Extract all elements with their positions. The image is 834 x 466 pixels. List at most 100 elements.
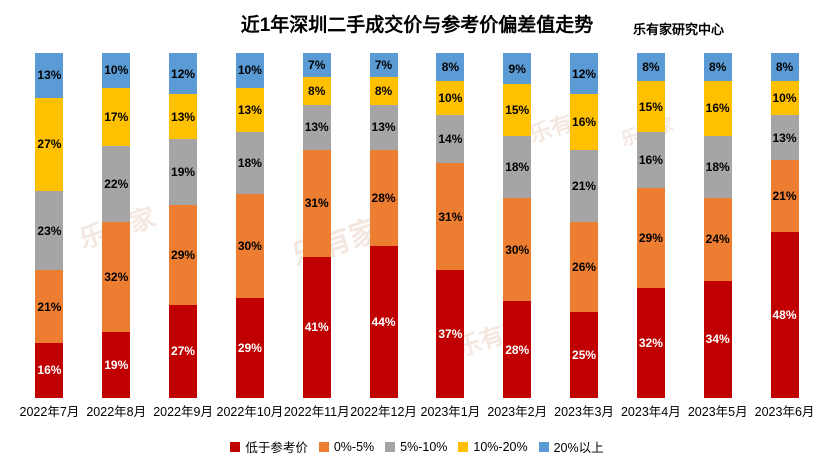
x-label-cell: 2023年2月 bbox=[484, 401, 551, 420]
chart-title: 近1年深圳二手成交价与参考价偏差值走势 bbox=[240, 15, 594, 36]
bar-segment: 21% bbox=[35, 270, 64, 343]
stacked-bar: 37% 31% 14% 10% 8% bbox=[436, 53, 465, 398]
bar-segment: 8% bbox=[636, 53, 665, 81]
bar-segment-label: 9% bbox=[508, 61, 526, 76]
legend-label: 5%-10% bbox=[400, 439, 448, 454]
bar-segment: 17% bbox=[102, 87, 131, 147]
bar-segment-label: 21% bbox=[772, 189, 797, 204]
bar-column: 27% 29% 19% 13% 12% bbox=[150, 53, 217, 398]
bar-segment: 13% bbox=[235, 87, 264, 133]
x-axis-label: 2023年4月 bbox=[620, 405, 681, 419]
bar-segment-label: 16% bbox=[638, 152, 663, 167]
bar-segment-label: 13% bbox=[37, 68, 62, 83]
bar-segment: 29% bbox=[169, 204, 198, 305]
bar-segment-label: 27% bbox=[171, 344, 196, 359]
bar-segment: 13% bbox=[302, 104, 331, 150]
bar-segment: 26% bbox=[570, 222, 599, 312]
bar-segment: 7% bbox=[302, 53, 331, 78]
stacked-bar: 29% 30% 18% 13% 10% bbox=[235, 53, 264, 398]
bar-segment-label: 23% bbox=[37, 223, 62, 238]
bar-segment-label: 31% bbox=[304, 196, 329, 211]
bar-segment: 48% bbox=[770, 232, 799, 398]
bar-segment: 31% bbox=[302, 149, 331, 257]
bar-segment-label: 8% bbox=[775, 59, 794, 74]
bar-segment-label: 29% bbox=[171, 247, 196, 262]
bar-segment-label: 12% bbox=[572, 66, 597, 81]
bar-segment-label: 21% bbox=[572, 178, 597, 193]
bar-segment-label: 7% bbox=[308, 58, 326, 73]
bar-column: 44% 28% 13% 8% 7% bbox=[350, 53, 417, 398]
bar-segment: 10% bbox=[102, 53, 131, 88]
bar-segment-label: 32% bbox=[638, 335, 663, 350]
bar-segment: 10% bbox=[770, 80, 799, 116]
bar-segment-label: 7% bbox=[374, 58, 393, 73]
bar-segment: 27% bbox=[35, 97, 64, 192]
bar-segment: 32% bbox=[102, 222, 131, 333]
stacked-bar: 48% 21% 13% 10% 8% bbox=[770, 53, 799, 398]
bar-segment-label: 29% bbox=[237, 340, 262, 355]
stacked-bar: 41% 31% 13% 8% 7% bbox=[302, 53, 331, 398]
x-axis-label: 2022年10月 bbox=[216, 405, 284, 419]
bar-segment: 16% bbox=[35, 342, 64, 398]
x-axis: 2022年7月 2022年8月 2022年9月 2022年10月 2022年11月 202… bbox=[16, 401, 818, 420]
bar-segment-label: 22% bbox=[104, 177, 129, 192]
bar-segment: 16% bbox=[570, 94, 599, 150]
x-label-cell: 2023年1月 bbox=[417, 401, 484, 420]
bar-segment-label: 28% bbox=[505, 342, 530, 357]
bar-segment: 10% bbox=[235, 53, 264, 88]
bar-segment-label: 31% bbox=[438, 209, 463, 224]
x-axis-label: 2023年6月 bbox=[754, 405, 815, 419]
bar-segment-label: 29% bbox=[638, 230, 663, 245]
x-label-cell: 2023年6月 bbox=[751, 401, 818, 420]
bar-segment: 31% bbox=[436, 163, 465, 271]
legend-label: 低于参考价 bbox=[245, 441, 308, 455]
x-label-cell: 2022年8月 bbox=[83, 401, 150, 420]
bar-segment: 13% bbox=[169, 94, 198, 140]
bar-segment-label: 8% bbox=[709, 59, 727, 74]
stacked-bar: 44% 28% 13% 8% 7% bbox=[369, 53, 398, 398]
x-label-cell: 2022年9月 bbox=[150, 401, 217, 420]
bar-segment-label: 15% bbox=[505, 102, 530, 117]
bar-segment-label: 8% bbox=[642, 59, 660, 74]
bar-segment: 7% bbox=[369, 53, 398, 78]
x-axis-label: 2023年2月 bbox=[487, 405, 548, 419]
bar-segment: 24% bbox=[703, 197, 732, 281]
bar-segment: 8% bbox=[302, 77, 331, 105]
bar-segment-label: 44% bbox=[371, 315, 396, 330]
bar-segment-label: 13% bbox=[304, 120, 329, 135]
bar-segment-label: 13% bbox=[772, 130, 797, 145]
bar-segment-label: 18% bbox=[505, 159, 530, 174]
bar-segment-label: 19% bbox=[171, 165, 196, 180]
bar-segment: 18% bbox=[235, 132, 264, 195]
bar-segment-label: 10% bbox=[772, 90, 797, 105]
bar-segment: 18% bbox=[703, 135, 732, 198]
bar-column: 32% 29% 16% 15% 8% bbox=[617, 53, 684, 398]
bar-segment: 15% bbox=[636, 80, 665, 133]
x-axis-label: 2022年8月 bbox=[86, 405, 147, 419]
bar-segment-label: 8% bbox=[441, 59, 460, 74]
bar-column: 29% 30% 18% 13% 10% bbox=[216, 53, 283, 398]
bar-segment-label: 16% bbox=[572, 115, 597, 130]
bar-segment: 14% bbox=[436, 115, 465, 164]
legend-swatch-icon bbox=[385, 441, 396, 452]
bar-segment: 8% bbox=[436, 53, 465, 81]
bar-segment-label: 13% bbox=[237, 102, 262, 117]
bar-column: 25% 26% 21% 16% 12% bbox=[551, 53, 618, 398]
bar-segment: 21% bbox=[770, 159, 799, 233]
bar-segment: 22% bbox=[102, 146, 131, 223]
bar-segment: 13% bbox=[369, 104, 398, 150]
bar-segment: 30% bbox=[235, 194, 264, 298]
x-label-cell: 2022年12月 bbox=[350, 401, 417, 420]
bar-segment: 29% bbox=[235, 297, 264, 398]
bar-segment-label: 8% bbox=[308, 83, 326, 98]
bar-segment-label: 30% bbox=[237, 239, 262, 254]
plot-area: 16% 21% 23% 27% 13% 19% 32% 22% 17% 10% 27% 29% 19% 1… bbox=[16, 53, 818, 398]
x-axis-label: 2023年5月 bbox=[687, 405, 748, 419]
bar-segment-label: 10% bbox=[104, 63, 129, 78]
x-axis-label: 2022年7月 bbox=[19, 405, 80, 419]
bar-segment-label: 14% bbox=[438, 132, 463, 147]
bar-segment: 8% bbox=[703, 53, 732, 81]
bar-column: 34% 24% 18% 16% 8% bbox=[684, 53, 751, 398]
x-axis-label: 2022年9月 bbox=[153, 405, 213, 419]
bar-segment-label: 18% bbox=[237, 156, 262, 171]
